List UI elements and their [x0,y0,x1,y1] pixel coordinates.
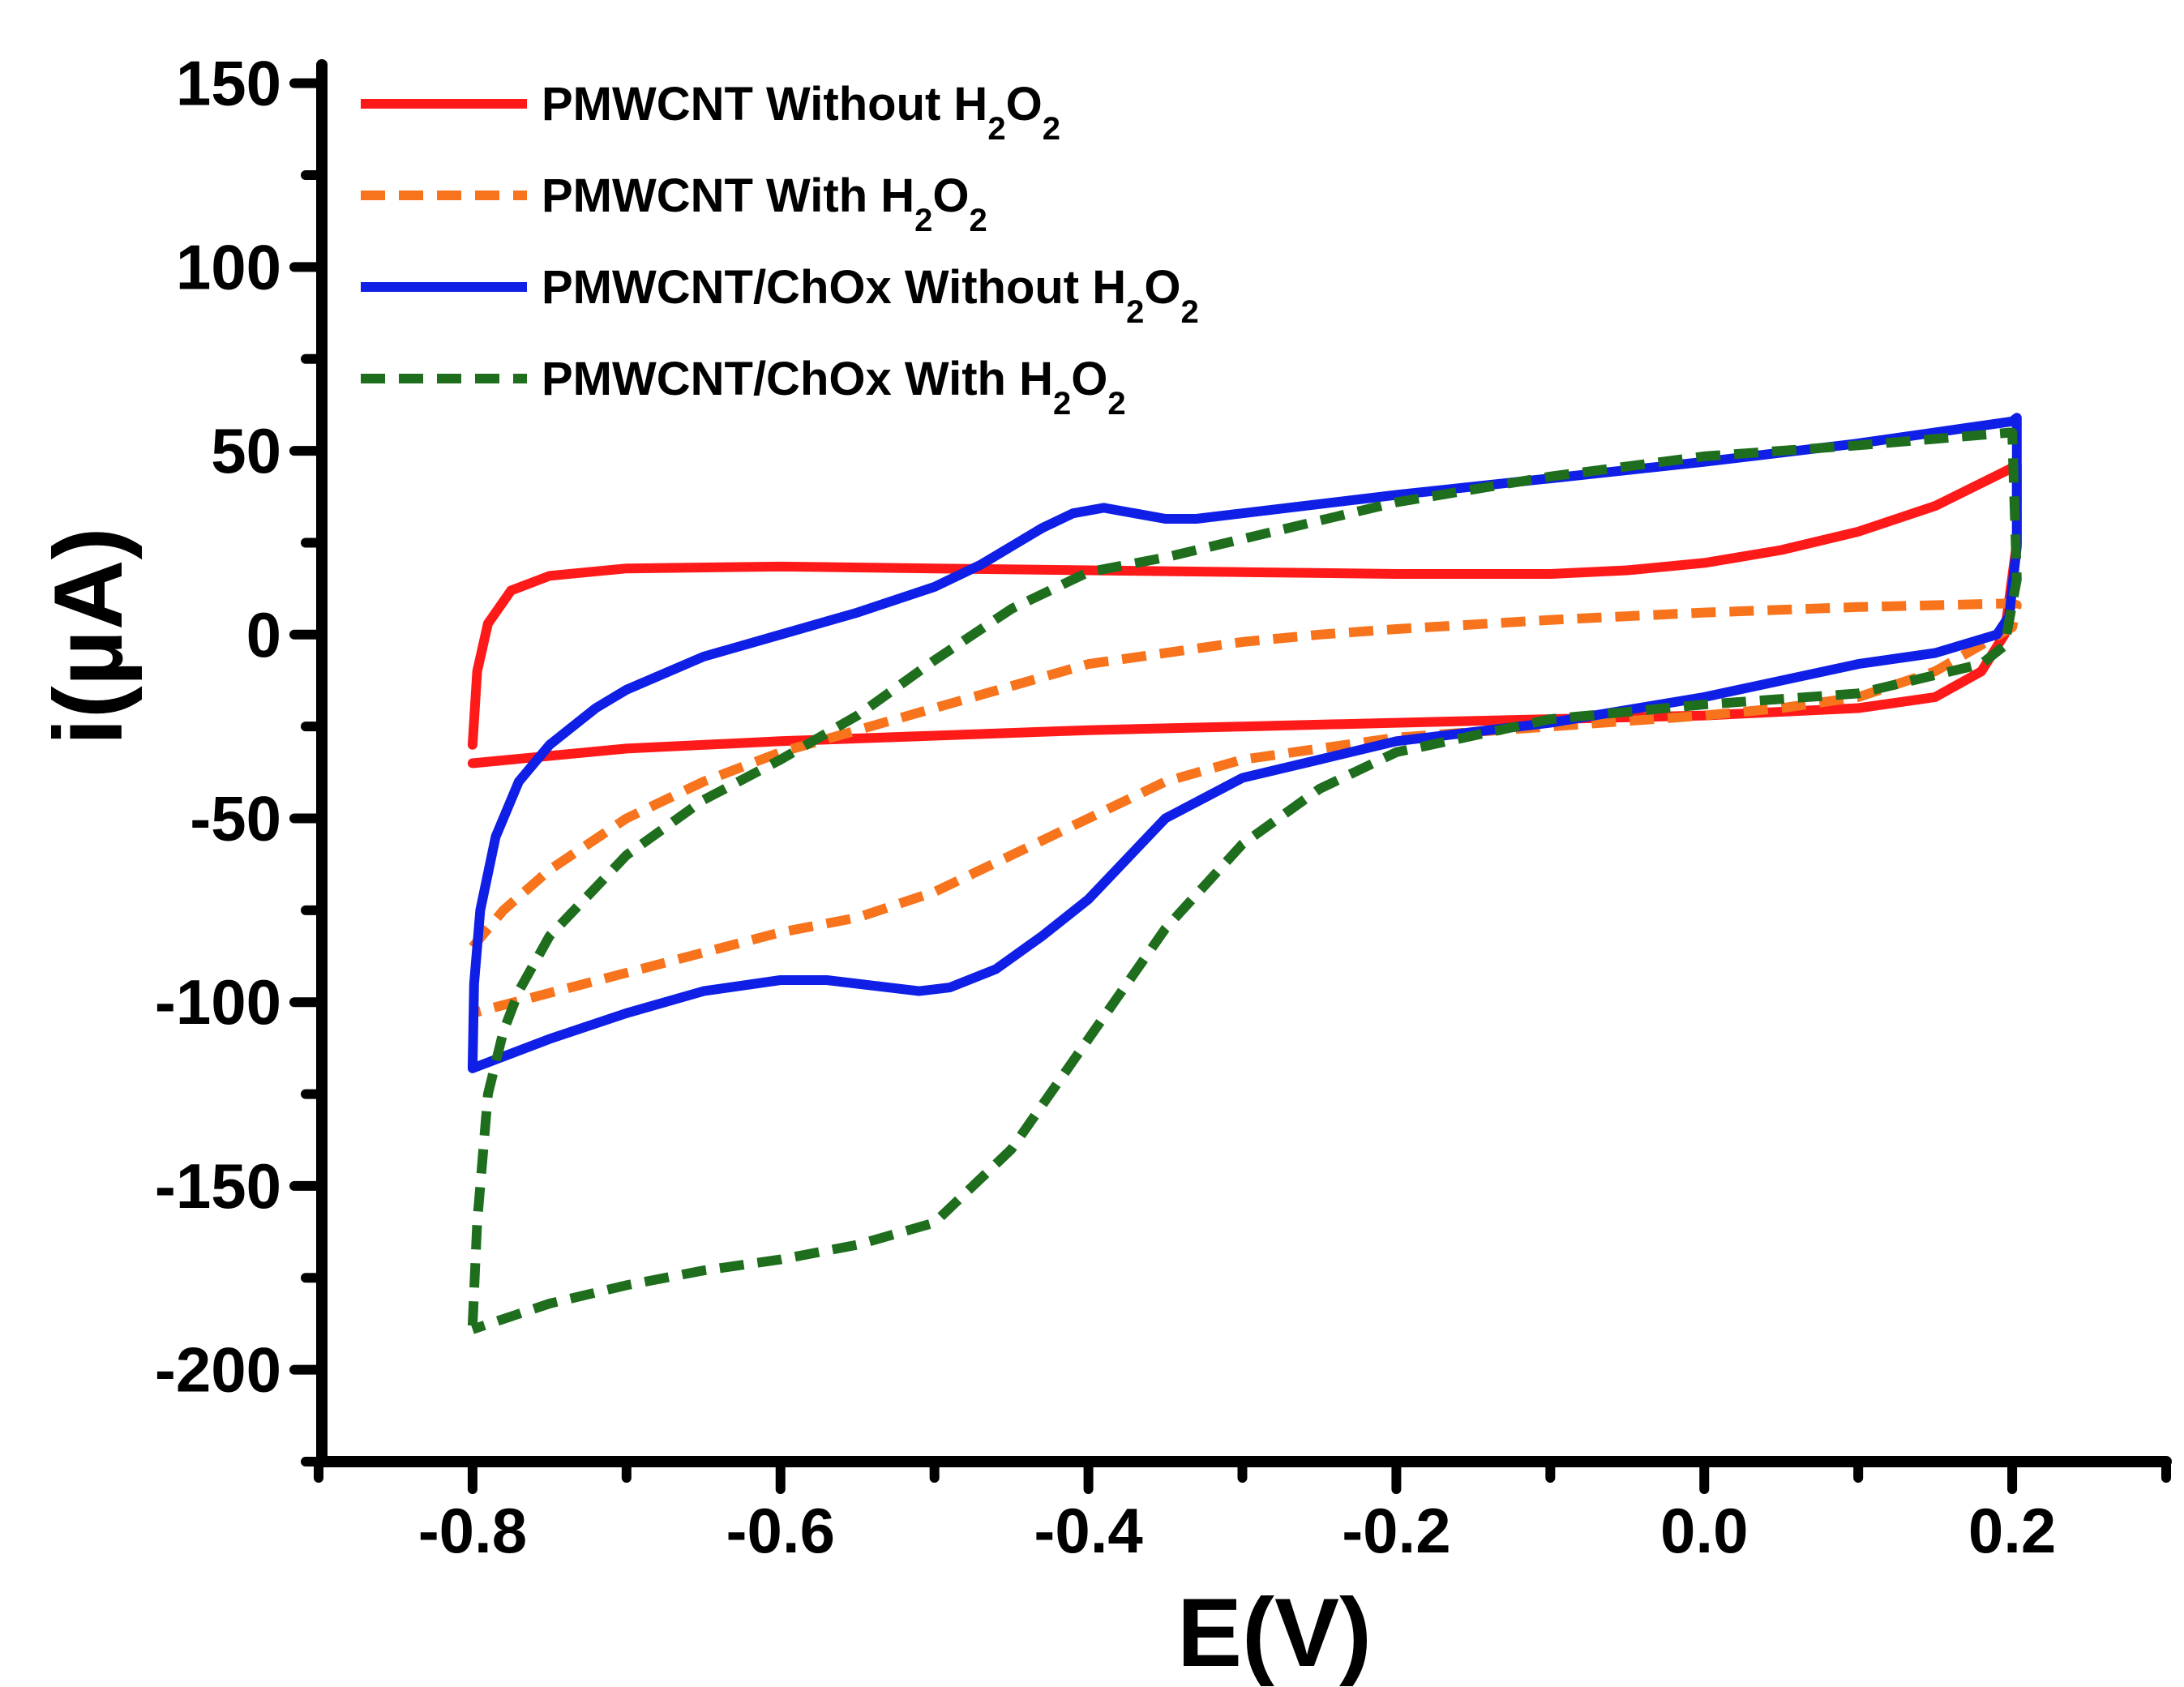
series-line-4 [467,427,2022,1334]
series-line-1 [467,460,2022,769]
series-line-2 [469,598,2022,1018]
x-tick-label: -0.4 [1034,1495,1142,1566]
y-tick-label: 150 [176,48,281,119]
x-axis-title: E(V) [1177,1578,1372,1687]
y-tick-label: -150 [155,1150,281,1222]
legend-label-2: PMWCNT With H2O2 [542,169,987,238]
legend: PMWCNT Without H2O2 PMWCNT With H2O2 PMWCN… [361,78,1199,422]
x-tick-label: 0.2 [1968,1495,2056,1566]
x-tick-label: -0.8 [418,1495,527,1566]
y-tick-label: 50 [211,415,281,486]
y-tick-label: 100 [176,231,281,302]
y-axis-title: i(µA) [34,527,143,745]
ticks-group [289,78,2171,1494]
y-tick-label: -50 [190,783,281,854]
tick-labels-group: 150 100 50 0 -50 -100 -150 -200 -0.8 -0.6 -0.4 -0.2… [155,48,2056,1566]
y-tick-label: 0 [246,599,281,670]
y-tick-label: -200 [155,1334,281,1406]
legend-label-4: PMWCNT/ChOx With H2O2 [542,353,1126,422]
x-tick-label: -0.2 [1342,1495,1450,1566]
legend-label-3: PMWCNT/ChOx Without H2O2 [542,261,1199,330]
legend-label-1: PMWCNT Without H2O2 [542,78,1060,147]
x-tick-label: -0.6 [726,1495,835,1566]
x-tick-label: 0.0 [1660,1495,1748,1566]
series-group [467,413,2022,1334]
y-tick-label: -100 [155,966,281,1038]
